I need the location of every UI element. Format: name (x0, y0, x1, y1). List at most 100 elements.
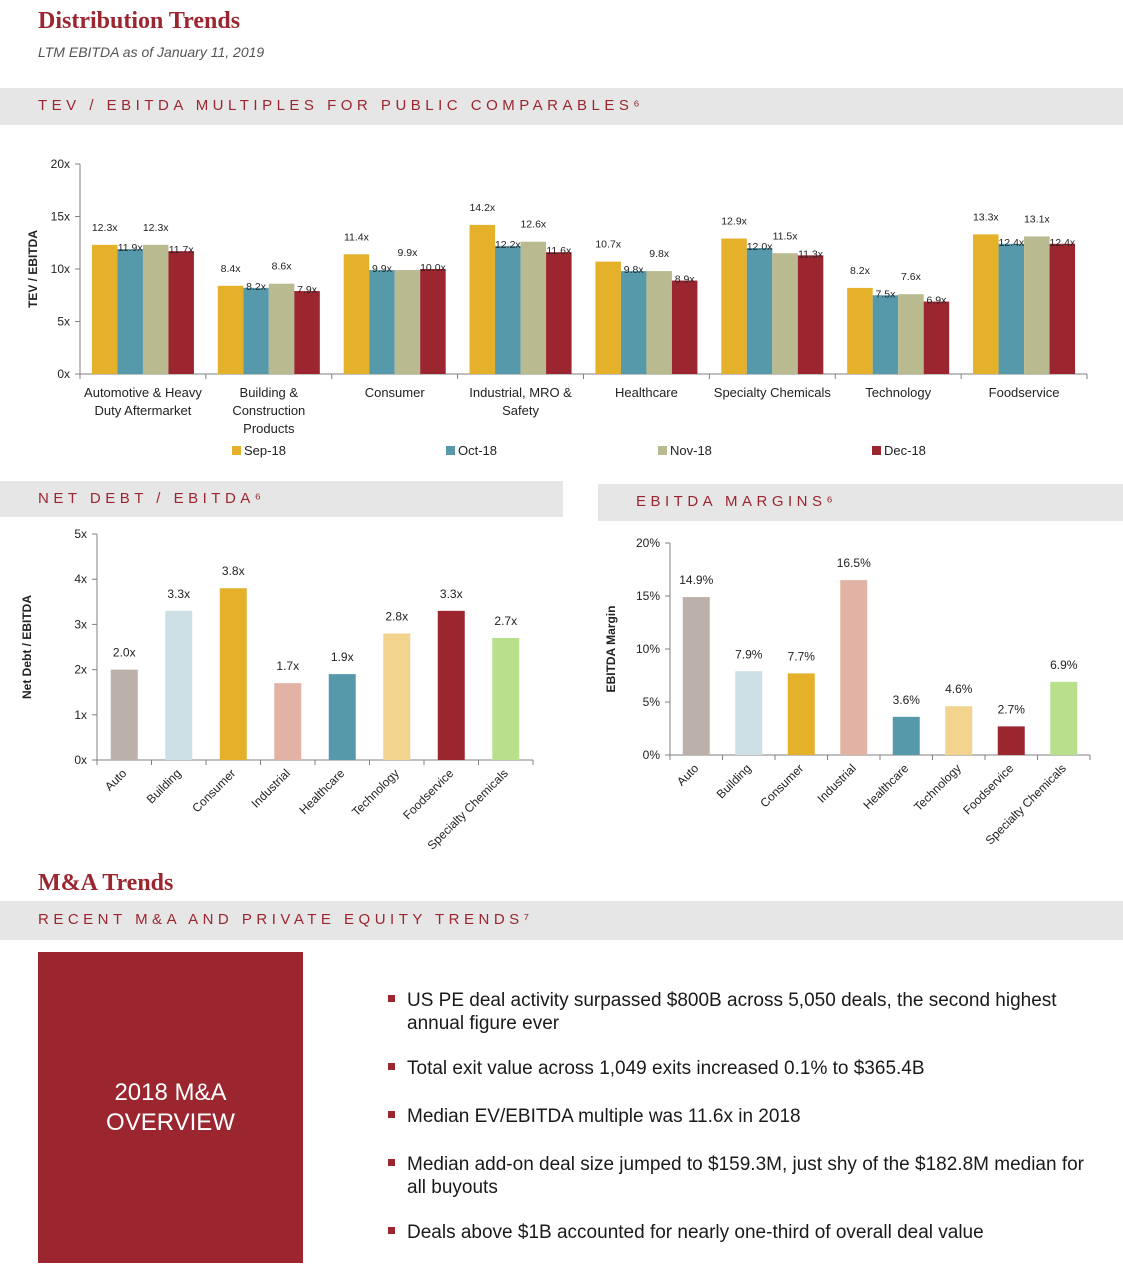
bar-sep-18 (973, 234, 999, 374)
y-tick-label: 15x (51, 210, 70, 224)
bar-value-label: 2.8x (385, 609, 408, 623)
bar-value-label: 6.9% (1050, 658, 1078, 672)
x-category-label: Technology (865, 385, 931, 400)
y-axis-title: Net Debt / EBITDA (20, 595, 34, 699)
bullet-marker-icon (388, 1063, 395, 1070)
bar-nov-18 (646, 271, 672, 374)
bar-value-label: 7.5x (876, 288, 897, 300)
bar-value-label: 12.4x (1049, 237, 1075, 249)
bar (219, 588, 247, 760)
bar-value-label: 14.2x (469, 202, 495, 214)
bar-sep-18 (847, 287, 873, 374)
bar-value-label: 8.2x (850, 265, 871, 277)
bar-value-label: 7.9x (297, 284, 318, 296)
bullet-marker-icon (388, 1111, 395, 1118)
x-category-label: Products (243, 421, 295, 436)
bullet-text: Median EV/EBITDA multiple was 11.6x in 2… (407, 1106, 801, 1127)
bullet-item: Median EV/EBITDA multiple was 11.6x in 2… (388, 1105, 1088, 1128)
bullet-text: Deals above $1B accounted for nearly one… (407, 1222, 984, 1243)
y-tick-label: 5% (643, 695, 661, 709)
x-category-label: Technology (349, 766, 402, 819)
bar-nov-18 (394, 270, 421, 374)
bar-oct-18 (620, 271, 647, 374)
bar-value-label: 9.9x (398, 247, 419, 259)
bar-value-label: 4.6% (945, 682, 973, 696)
bar-nov-18 (898, 294, 924, 374)
bar-sep-18 (595, 261, 621, 374)
bar-sep-18 (217, 285, 244, 374)
bullet-marker-icon (388, 995, 395, 1002)
bar-dec-18 (168, 251, 194, 374)
bar-value-label: 12.2x (495, 239, 521, 251)
bar-sep-18 (469, 224, 496, 374)
bar-value-label: 2.7x (494, 614, 517, 628)
bar-oct-18 (746, 248, 773, 374)
x-category-label: Healthcare (296, 766, 347, 817)
x-category-label: Industrial (815, 761, 859, 805)
y-tick-label: 0x (57, 367, 70, 381)
bar (682, 597, 710, 755)
bar-nov-18 (520, 241, 547, 374)
bar-value-label: 13.3x (973, 211, 999, 223)
legend-label: Oct-18 (458, 443, 497, 458)
bar-oct-18 (872, 295, 899, 374)
net-debt-chart: 0x 1x 2x 3x 4x 5x Net Debt / EBITDA 2.0x Auto 3.3… (20, 527, 534, 853)
bullet-marker-icon (388, 1159, 395, 1166)
bar (165, 610, 193, 760)
bar-dec-18 (1049, 243, 1076, 374)
bar-value-label: 12.4x (998, 237, 1024, 249)
legend-label: Nov-18 (670, 443, 712, 458)
x-category-label: Specialty Chemicals (714, 385, 832, 400)
bar-oct-18 (243, 287, 269, 374)
bar-value-label: 12.3x (143, 222, 169, 234)
y-tick-label: 0% (643, 748, 661, 762)
x-category-label: Consumer (757, 761, 806, 810)
tev-section-band: TEV / EBITDA MULTIPLES FOR PUBLIC COMPAR… (0, 88, 1123, 125)
bar-dec-18 (923, 301, 950, 374)
x-category-label: Auto (102, 766, 130, 794)
x-category-label: Industrial (249, 766, 293, 810)
bar-nov-18 (772, 253, 798, 374)
y-tick-label: 5x (57, 315, 70, 329)
bullet-item: Total exit value across 1,049 exits incr… (388, 1057, 1088, 1080)
bar-value-label: 11.9x (118, 242, 144, 254)
bar-value-label: 11.3x (798, 248, 824, 260)
y-axis-title: TEV / EBITDA (26, 230, 40, 308)
x-category-label: Automotive & Heavy (84, 385, 202, 400)
bar (787, 673, 815, 755)
x-category-label: Foodservice (989, 385, 1060, 400)
bar-value-label: 11.4x (344, 231, 370, 243)
legend-label: Dec-18 (884, 443, 926, 458)
bar-value-label: 8.9x (675, 274, 696, 286)
overview-line-2: OVERVIEW (106, 1108, 235, 1136)
y-tick-label: 2x (74, 663, 87, 677)
bar-value-label: 9.9x (372, 263, 393, 275)
x-category-label: Foodservice (400, 766, 456, 822)
x-category-label: Industrial, MRO & (469, 385, 572, 400)
x-category-label: Building (144, 766, 184, 806)
overview-bullet-list: US PE deal activity surpassed $800B acro… (388, 989, 1088, 1244)
legend-swatch (872, 446, 881, 455)
legend-swatch (232, 446, 241, 455)
x-category-label: Duty Aftermarket (95, 403, 192, 418)
bar-oct-18 (998, 243, 1025, 374)
bar-dec-18 (797, 255, 824, 374)
bar-nov-18 (268, 283, 295, 374)
y-tick-label: 15% (636, 589, 660, 603)
x-category-label: Healthcare (615, 385, 678, 400)
bar-value-label: 13.1x (1024, 213, 1050, 225)
bar-value-label: 8.6x (272, 261, 293, 273)
bar-sep-18 (343, 254, 370, 374)
bar-nov-18 (1024, 236, 1050, 374)
ma-section-band: RECENT M&A AND PRIVATE EQUITY TRENDS⁷ (0, 901, 1123, 940)
bar-value-label: 12.6x (520, 219, 546, 231)
bullet-text: Total exit value across 1,049 exits incr… (407, 1058, 925, 1079)
margins-section-band: EBITDA MARGINS⁶ (598, 484, 1123, 521)
bar-value-label: 7.9% (735, 647, 763, 661)
bullet-marker-icon (388, 1227, 395, 1234)
y-tick-label: 20x (51, 157, 70, 171)
bar-value-label: 12.0x (747, 241, 773, 253)
legend-label: Sep-18 (244, 443, 286, 458)
page-subtitle: LTM EBITDA as of January 11, 2019 (38, 44, 265, 60)
legend-swatch (446, 446, 455, 455)
